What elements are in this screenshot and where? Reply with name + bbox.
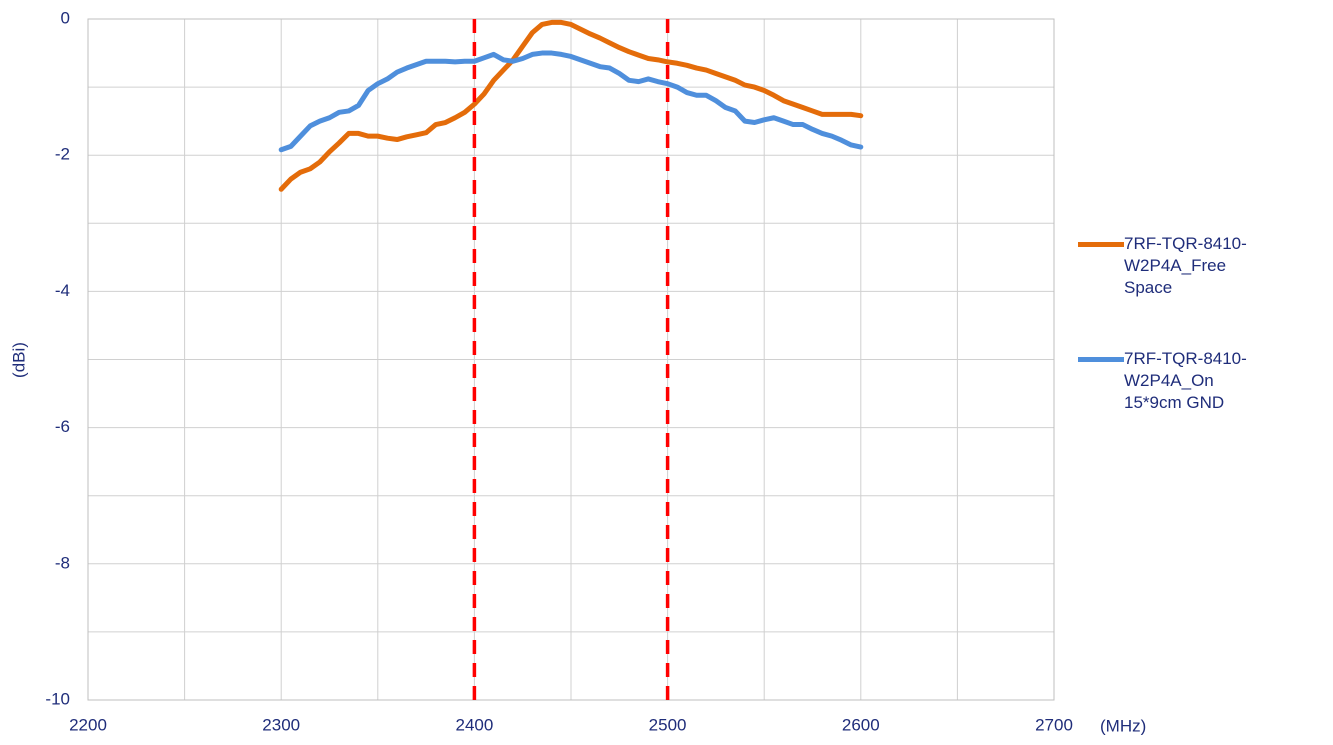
y-tick-label: -4: [55, 281, 70, 300]
legend-item: 7RF-TQR-8410-W2P4A_On 15*9cm GND: [1078, 348, 1268, 414]
x-tick-label: 2400: [455, 715, 493, 734]
y-tick-label: -6: [55, 417, 70, 436]
legend-item: 7RF-TQR-8410-W2P4A_Free Space: [1078, 233, 1268, 299]
series-line: [278, 50, 864, 153]
x-tick-label: 2700: [1035, 715, 1073, 734]
x-axis-label: (MHz): [1100, 716, 1146, 735]
legend-label: 7RF-TQR-8410-W2P4A_Free Space: [1124, 234, 1247, 297]
x-tick-label: 2600: [842, 715, 880, 734]
y-tick-label: -10: [45, 689, 70, 708]
y-axis-label: (dBi): [9, 342, 28, 378]
legend-swatch: [1078, 357, 1124, 362]
y-tick-label: 0: [61, 8, 70, 27]
y-tick-label: -8: [55, 553, 70, 572]
legend-label: 7RF-TQR-8410-W2P4A_On 15*9cm GND: [1124, 349, 1247, 412]
y-tick-label: -2: [55, 145, 70, 164]
x-tick-label: 2500: [649, 715, 687, 734]
series-line: [278, 19, 864, 192]
legend-swatch: [1078, 242, 1124, 247]
plot-border: [87, 18, 1055, 701]
x-tick-label: 2300: [262, 715, 300, 734]
x-tick-label: 2200: [69, 715, 107, 734]
